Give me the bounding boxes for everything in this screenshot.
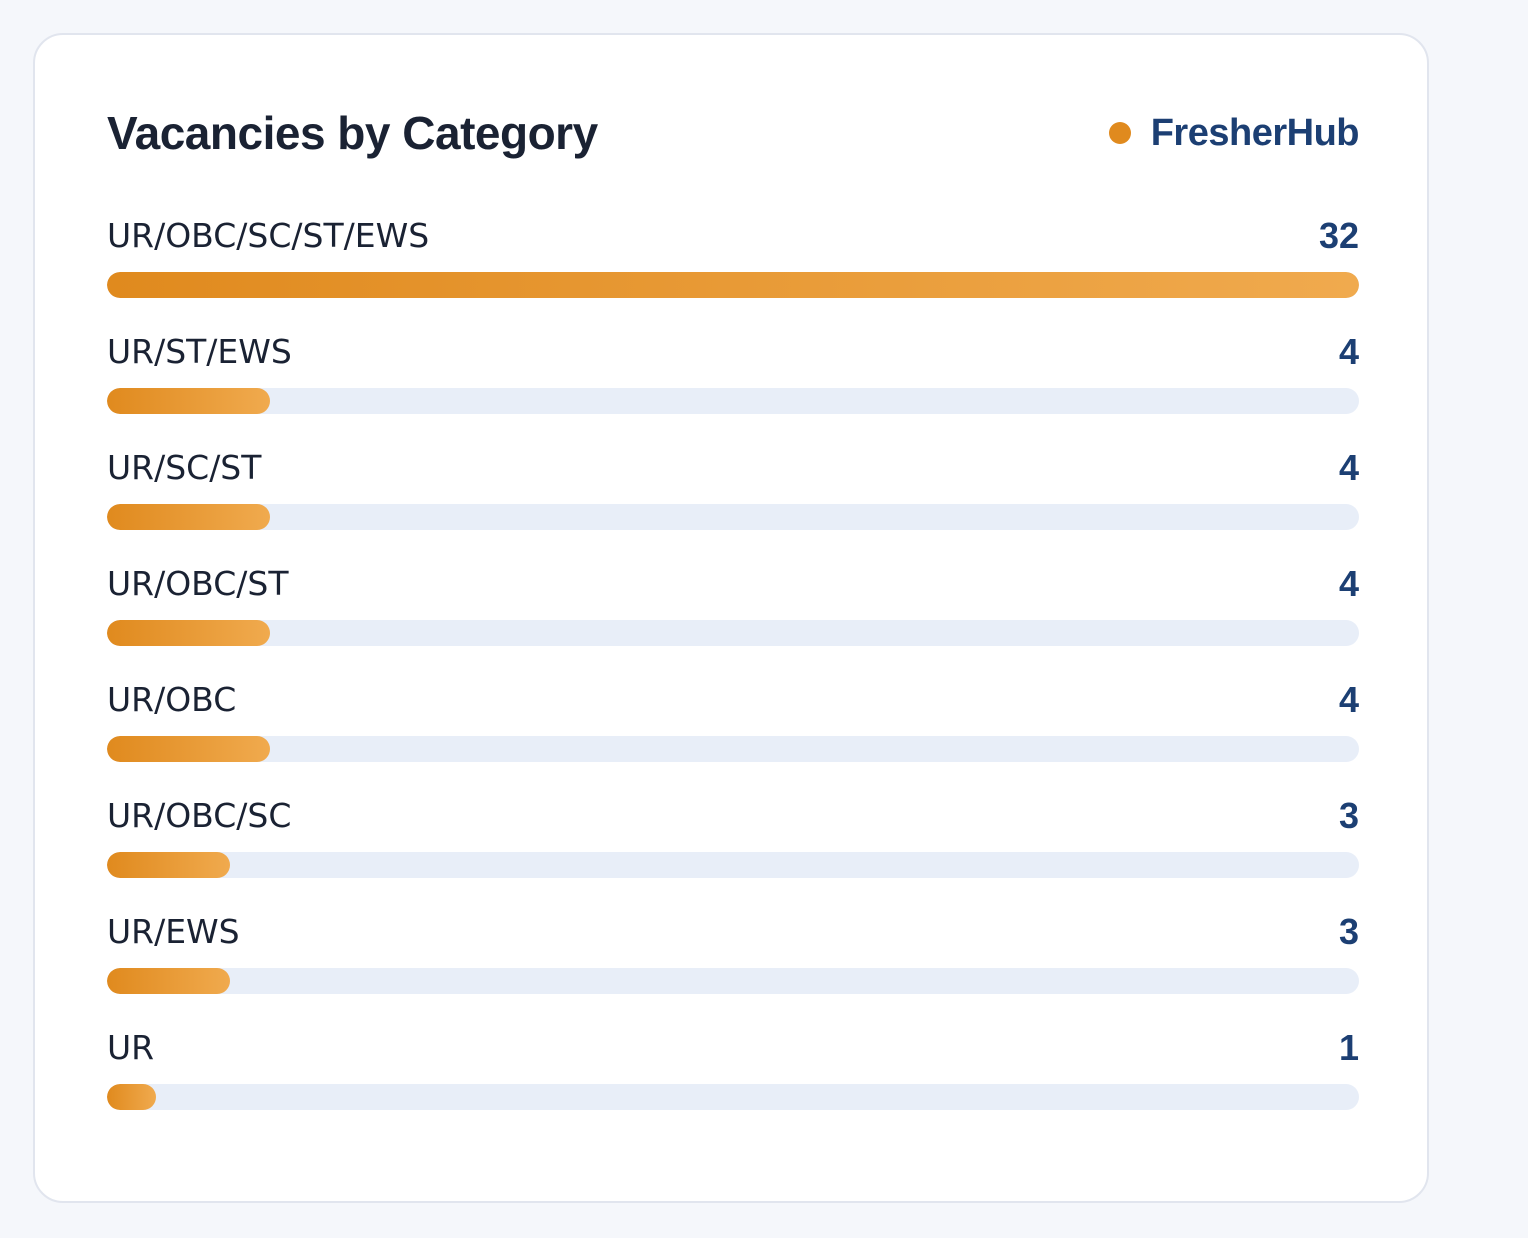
category-label: UR bbox=[107, 1028, 155, 1067]
bar-track bbox=[107, 620, 1359, 646]
category-label: UR/OBC/SC bbox=[107, 796, 292, 835]
value-label: 3 bbox=[1338, 795, 1359, 836]
bar-track bbox=[107, 504, 1359, 530]
value-label: 4 bbox=[1338, 447, 1359, 488]
category-label: UR/ST/EWS bbox=[107, 332, 292, 371]
brand: FresherHub bbox=[1108, 103, 1360, 163]
bar-fill bbox=[107, 968, 231, 994]
chart-title: Vacancies by Category bbox=[107, 107, 598, 159]
vacancies-card: Vacancies by Category FresherHub UR/OBC/… bbox=[33, 33, 1429, 1203]
bar-fill bbox=[107, 852, 231, 878]
bar-track bbox=[107, 272, 1359, 298]
category-label: UR/EWS bbox=[107, 912, 240, 951]
value-label: 1 bbox=[1338, 1027, 1359, 1068]
bar-fill bbox=[107, 504, 270, 530]
brand-dot-icon bbox=[1108, 122, 1131, 144]
bar-fill bbox=[107, 272, 1359, 298]
bar-track bbox=[107, 736, 1359, 762]
bar-row: UR/OBC/ST 4 bbox=[107, 558, 1359, 674]
bar-track bbox=[107, 388, 1359, 414]
bar-track bbox=[107, 968, 1359, 994]
bar-row: UR/ST/EWS 4 bbox=[107, 326, 1359, 442]
bar-row: UR/SC/ST 4 bbox=[107, 442, 1359, 558]
bar-fill bbox=[107, 620, 270, 646]
value-label: 4 bbox=[1338, 563, 1359, 604]
bar-row: UR/OBC 4 bbox=[107, 674, 1359, 790]
bar-track bbox=[107, 852, 1359, 878]
bar-row: UR/OBC/SC/ST/EWS 32 bbox=[107, 210, 1359, 326]
brand-name: FresherHub bbox=[1150, 111, 1360, 154]
value-label: 3 bbox=[1338, 911, 1359, 952]
category-label: UR/OBC/ST bbox=[107, 564, 289, 603]
bar-row: UR/OBC/SC 3 bbox=[107, 790, 1359, 906]
category-label: UR/OBC/SC/ST/EWS bbox=[107, 216, 430, 255]
card-header: Vacancies by Category FresherHub bbox=[107, 103, 1360, 163]
bar-row: UR 1 bbox=[107, 1022, 1359, 1138]
category-label: UR/SC/ST bbox=[107, 448, 262, 487]
value-label: 4 bbox=[1338, 679, 1359, 720]
bar-fill bbox=[107, 1084, 157, 1110]
value-label: 32 bbox=[1318, 215, 1359, 256]
category-label: UR/OBC bbox=[107, 680, 237, 719]
value-label: 4 bbox=[1338, 331, 1359, 372]
bar-fill bbox=[107, 736, 270, 762]
bar-row: UR/EWS 3 bbox=[107, 906, 1359, 1022]
bar-fill bbox=[107, 388, 270, 414]
bar-track bbox=[107, 1084, 1359, 1110]
bar-list: UR/OBC/SC/ST/EWS 32 UR/ST/EWS 4 UR/SC/ST 4 UR/… bbox=[107, 210, 1359, 1138]
